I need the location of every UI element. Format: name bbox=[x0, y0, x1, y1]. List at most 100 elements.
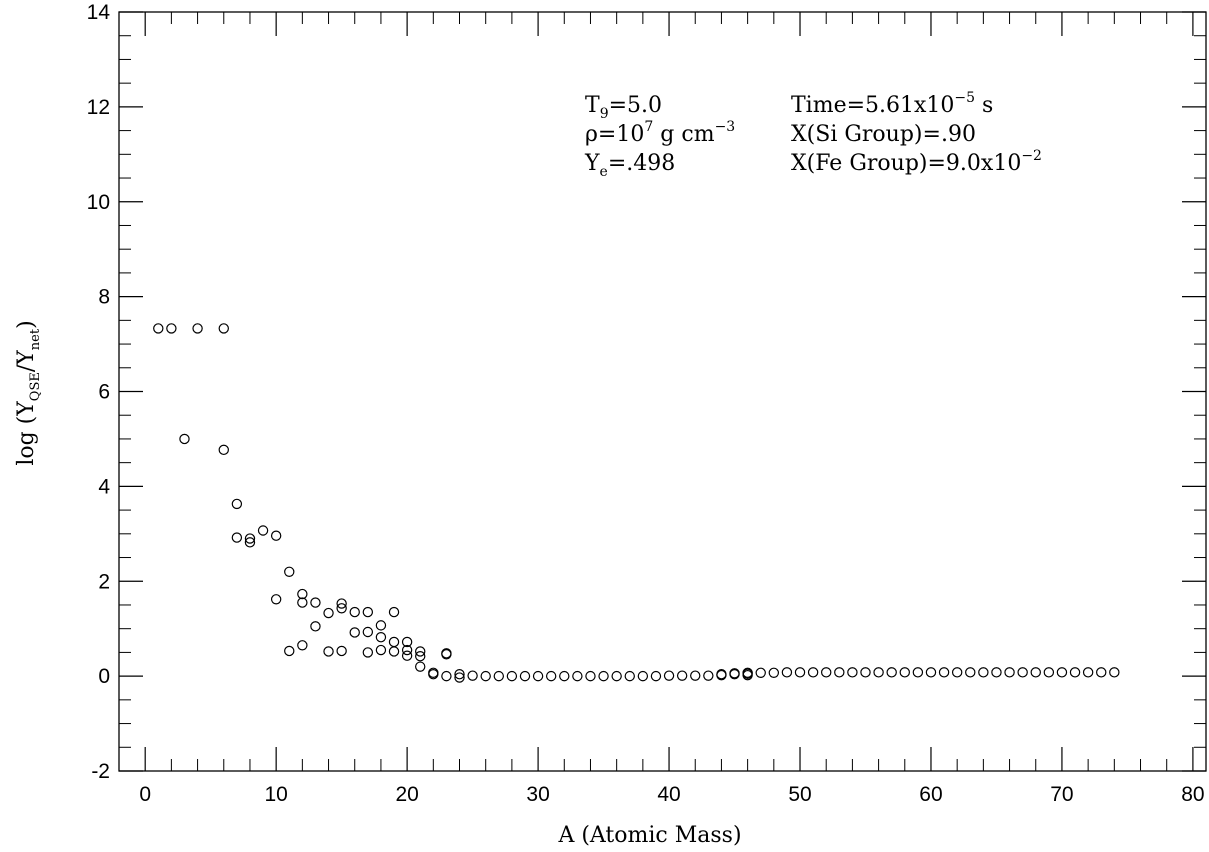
data-point bbox=[257, 525, 269, 536]
data-point bbox=[415, 651, 426, 662]
anno-xsi-main: X(Si Group)=.90 bbox=[791, 122, 976, 147]
data-point bbox=[415, 661, 426, 672]
anno-rho-exp2: −3 bbox=[715, 119, 736, 135]
data-point bbox=[794, 667, 806, 678]
data-point bbox=[401, 650, 413, 661]
y-axis-title: log (YQSE/Ynet) bbox=[14, 320, 43, 465]
x-tick-label: 80 bbox=[1181, 783, 1204, 806]
data-point bbox=[873, 667, 884, 678]
y-tick-label: 14 bbox=[87, 1, 111, 24]
data-point bbox=[1069, 667, 1081, 678]
data-point bbox=[480, 670, 491, 682]
data-point bbox=[991, 667, 1002, 678]
x-tick-label: 10 bbox=[264, 783, 287, 806]
data-point bbox=[428, 669, 439, 680]
data-point bbox=[847, 667, 858, 678]
anno-ye-rest: =.498 bbox=[608, 151, 675, 176]
data-point bbox=[676, 670, 688, 681]
data-point bbox=[297, 588, 308, 600]
x-tick-label: 0 bbox=[139, 783, 151, 806]
annotation-t9: T9=5.0 bbox=[585, 93, 662, 122]
data-point bbox=[284, 645, 295, 657]
anno-rho-main: ρ=10 bbox=[585, 122, 644, 147]
y-tick-label: 4 bbox=[98, 475, 110, 498]
data-point bbox=[624, 670, 635, 682]
data-point bbox=[978, 667, 989, 678]
data-point bbox=[297, 597, 308, 608]
anno-xfe-main: X(Fe Group)=9.0x10 bbox=[791, 151, 1021, 176]
data-point bbox=[467, 670, 478, 681]
annotation-xsi: X(Si Group)=.90 bbox=[791, 122, 976, 147]
annotation-time: Time=5.61x10−5 s bbox=[791, 90, 993, 118]
data-point bbox=[1004, 667, 1015, 678]
data-point bbox=[244, 537, 256, 548]
anno-time-exp: −5 bbox=[954, 90, 975, 106]
y-axis: -2 0 2 4 6 8 10 12 14 bbox=[87, 1, 1206, 783]
data-point bbox=[297, 640, 308, 651]
data-point bbox=[781, 667, 793, 678]
minor-ticks bbox=[119, 12, 1206, 771]
data-point bbox=[821, 667, 832, 678]
x-axis: 0 10 20 30 40 50 60 70 80 bbox=[139, 12, 1205, 806]
data-point bbox=[362, 647, 374, 658]
x-axis-title: A (Atomic Mass) bbox=[557, 823, 741, 848]
data-point bbox=[729, 668, 740, 679]
y-axis-title-suffix: ) bbox=[14, 320, 39, 329]
data-point bbox=[388, 606, 400, 618]
anno-time-rest: s bbox=[975, 93, 993, 118]
y-axis-title-prefix: log (Y bbox=[14, 401, 39, 466]
data-point bbox=[938, 667, 950, 678]
y-tick-label: 8 bbox=[98, 286, 110, 309]
data-point bbox=[375, 620, 387, 631]
data-point bbox=[323, 607, 334, 619]
data-point bbox=[807, 667, 819, 678]
data-point bbox=[690, 670, 701, 681]
data-point bbox=[1109, 667, 1120, 678]
data-point bbox=[375, 632, 387, 643]
data-point bbox=[532, 670, 544, 682]
data-point bbox=[1030, 667, 1041, 678]
data-point bbox=[179, 433, 190, 445]
data-point bbox=[1096, 667, 1107, 678]
data-point bbox=[192, 323, 203, 334]
data-point bbox=[388, 646, 400, 657]
data-point bbox=[925, 667, 937, 678]
data-point bbox=[415, 646, 426, 657]
data-point bbox=[310, 621, 321, 632]
data-point bbox=[270, 594, 282, 605]
data-point bbox=[362, 606, 374, 618]
data-point bbox=[388, 636, 400, 648]
data-point bbox=[650, 670, 662, 682]
data-point bbox=[218, 444, 229, 456]
anno-t9-sub: 9 bbox=[600, 106, 609, 122]
x-tick-label: 60 bbox=[919, 783, 942, 806]
data-point bbox=[1043, 667, 1055, 678]
x-tick-label: 70 bbox=[1050, 783, 1073, 806]
data-point bbox=[441, 649, 452, 660]
y-axis-title-mid: /Y bbox=[14, 350, 39, 372]
y-tick-label: 2 bbox=[98, 570, 110, 593]
data-point bbox=[336, 645, 347, 657]
data-points bbox=[153, 323, 1120, 683]
y-tick-label: 10 bbox=[87, 191, 110, 214]
data-point bbox=[716, 669, 727, 680]
data-point bbox=[336, 603, 347, 614]
data-point bbox=[218, 323, 229, 334]
x-tick-label: 40 bbox=[657, 783, 680, 806]
data-point bbox=[454, 672, 465, 683]
data-point bbox=[454, 669, 465, 680]
data-point bbox=[912, 667, 924, 678]
anno-t9-main: T bbox=[585, 93, 600, 118]
anno-rho-exp: 7 bbox=[644, 119, 653, 135]
y-tick-label: 6 bbox=[98, 381, 110, 404]
annotation-xfe: X(Fe Group)=9.0x10−2 bbox=[791, 148, 1042, 176]
data-point bbox=[375, 644, 387, 656]
data-point bbox=[310, 597, 321, 608]
data-point bbox=[441, 670, 452, 682]
data-point bbox=[899, 667, 910, 678]
data-point bbox=[1017, 667, 1028, 678]
anno-t9-rest: =5.0 bbox=[609, 93, 662, 118]
data-point bbox=[231, 498, 243, 510]
data-point bbox=[231, 532, 243, 543]
